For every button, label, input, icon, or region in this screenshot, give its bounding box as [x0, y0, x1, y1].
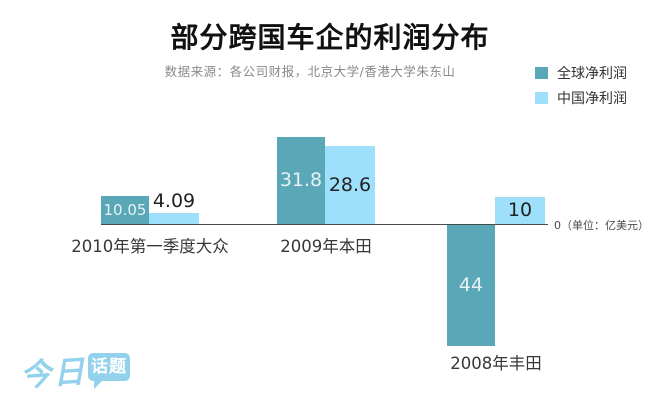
logo-script-text: 今日 [19, 353, 88, 395]
legend-item-global: 全球净利润 [535, 60, 627, 85]
legend-label-global: 全球净利润 [557, 65, 627, 82]
legend-swatch-china-icon [535, 91, 548, 104]
axis-zero-unit-label: 0（单位：亿美元） [554, 219, 649, 232]
bar-value-label: 4.09 [152, 190, 196, 212]
zero-axis-line [101, 224, 548, 225]
legend-swatch-global-icon [535, 66, 548, 79]
logo-bubble-tail-icon [94, 380, 103, 389]
bar-global-0 [101, 196, 149, 224]
chart-subtitle: 数据来源：各公司财报，北京大学/香港大学朱东山 [164, 64, 456, 79]
bar-value-label: 28.6 [328, 173, 372, 196]
legend-label-china: 中国净利润 [557, 90, 627, 107]
category-label-0: 2010年第一季度大众 [71, 237, 229, 256]
bar-china-1 [325, 146, 375, 224]
bar-value-label: 31.8 [279, 168, 323, 191]
chart-title: 部分跨国车企的利润分布 [170, 21, 490, 54]
bar-value-label: 10.05 [103, 200, 147, 219]
legend: 全球净利润 中国净利润 [535, 60, 627, 110]
bar-china-2 [495, 197, 545, 224]
bar-value-label: 10 [507, 199, 533, 222]
logo-speech-bubble: 话题 [88, 353, 130, 381]
category-label-2: 2008年丰田 [450, 354, 542, 373]
bar-value-label: 44 [458, 273, 484, 296]
bar-global-1 [277, 137, 325, 224]
today-topic-logo: 今日 话题 [19, 346, 140, 396]
bar-global-2 [447, 225, 495, 346]
category-label-1: 2009年本田 [280, 237, 372, 256]
bar-china-0 [149, 213, 199, 224]
legend-item-china: 中国净利润 [535, 85, 627, 110]
